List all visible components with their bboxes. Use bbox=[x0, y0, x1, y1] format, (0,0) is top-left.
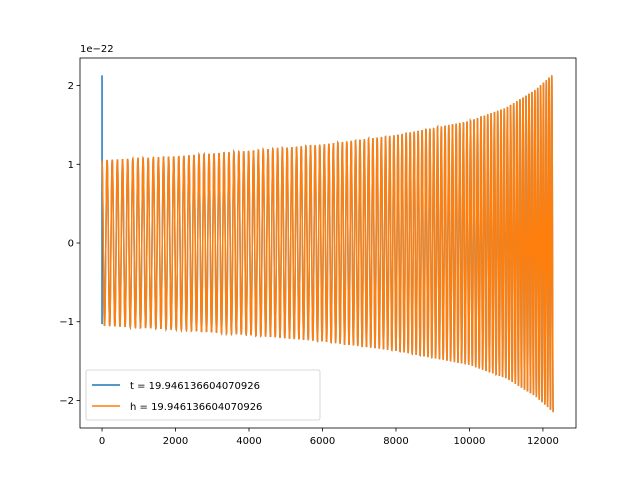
y-offset-label: 1e−22 bbox=[80, 44, 114, 55]
x-tick-label: 10000 bbox=[454, 436, 486, 447]
legend: t = 19.946136604070926 h = 19.9461366040… bbox=[85, 369, 321, 421]
axes-frame bbox=[79, 57, 577, 429]
x-tick-label: 6000 bbox=[310, 436, 335, 447]
series-h-line bbox=[101, 75, 554, 413]
y-tick-label: 1 bbox=[68, 160, 74, 171]
legend-label-h: h = 19.946136604070926 bbox=[130, 402, 262, 413]
y-tick-label: −1 bbox=[59, 317, 74, 328]
y-axis-ticks: −2 −1 0 1 2 bbox=[59, 81, 80, 407]
x-tick-label: 0 bbox=[99, 436, 105, 447]
plot-area bbox=[101, 75, 554, 413]
y-tick-label: 2 bbox=[68, 81, 74, 92]
y-tick-label: −2 bbox=[59, 396, 74, 407]
legend-label-t: t = 19.946136604070926 bbox=[130, 381, 260, 392]
x-tick-label: 2000 bbox=[163, 436, 188, 447]
x-tick-label: 4000 bbox=[236, 436, 261, 447]
legend-box bbox=[85, 369, 321, 421]
x-tick-label: 12000 bbox=[527, 436, 559, 447]
y-tick-label: 0 bbox=[68, 239, 74, 250]
x-tick-label: 8000 bbox=[383, 436, 408, 447]
x-axis-ticks: 0 2000 4000 6000 8000 10000 12000 bbox=[99, 428, 559, 447]
